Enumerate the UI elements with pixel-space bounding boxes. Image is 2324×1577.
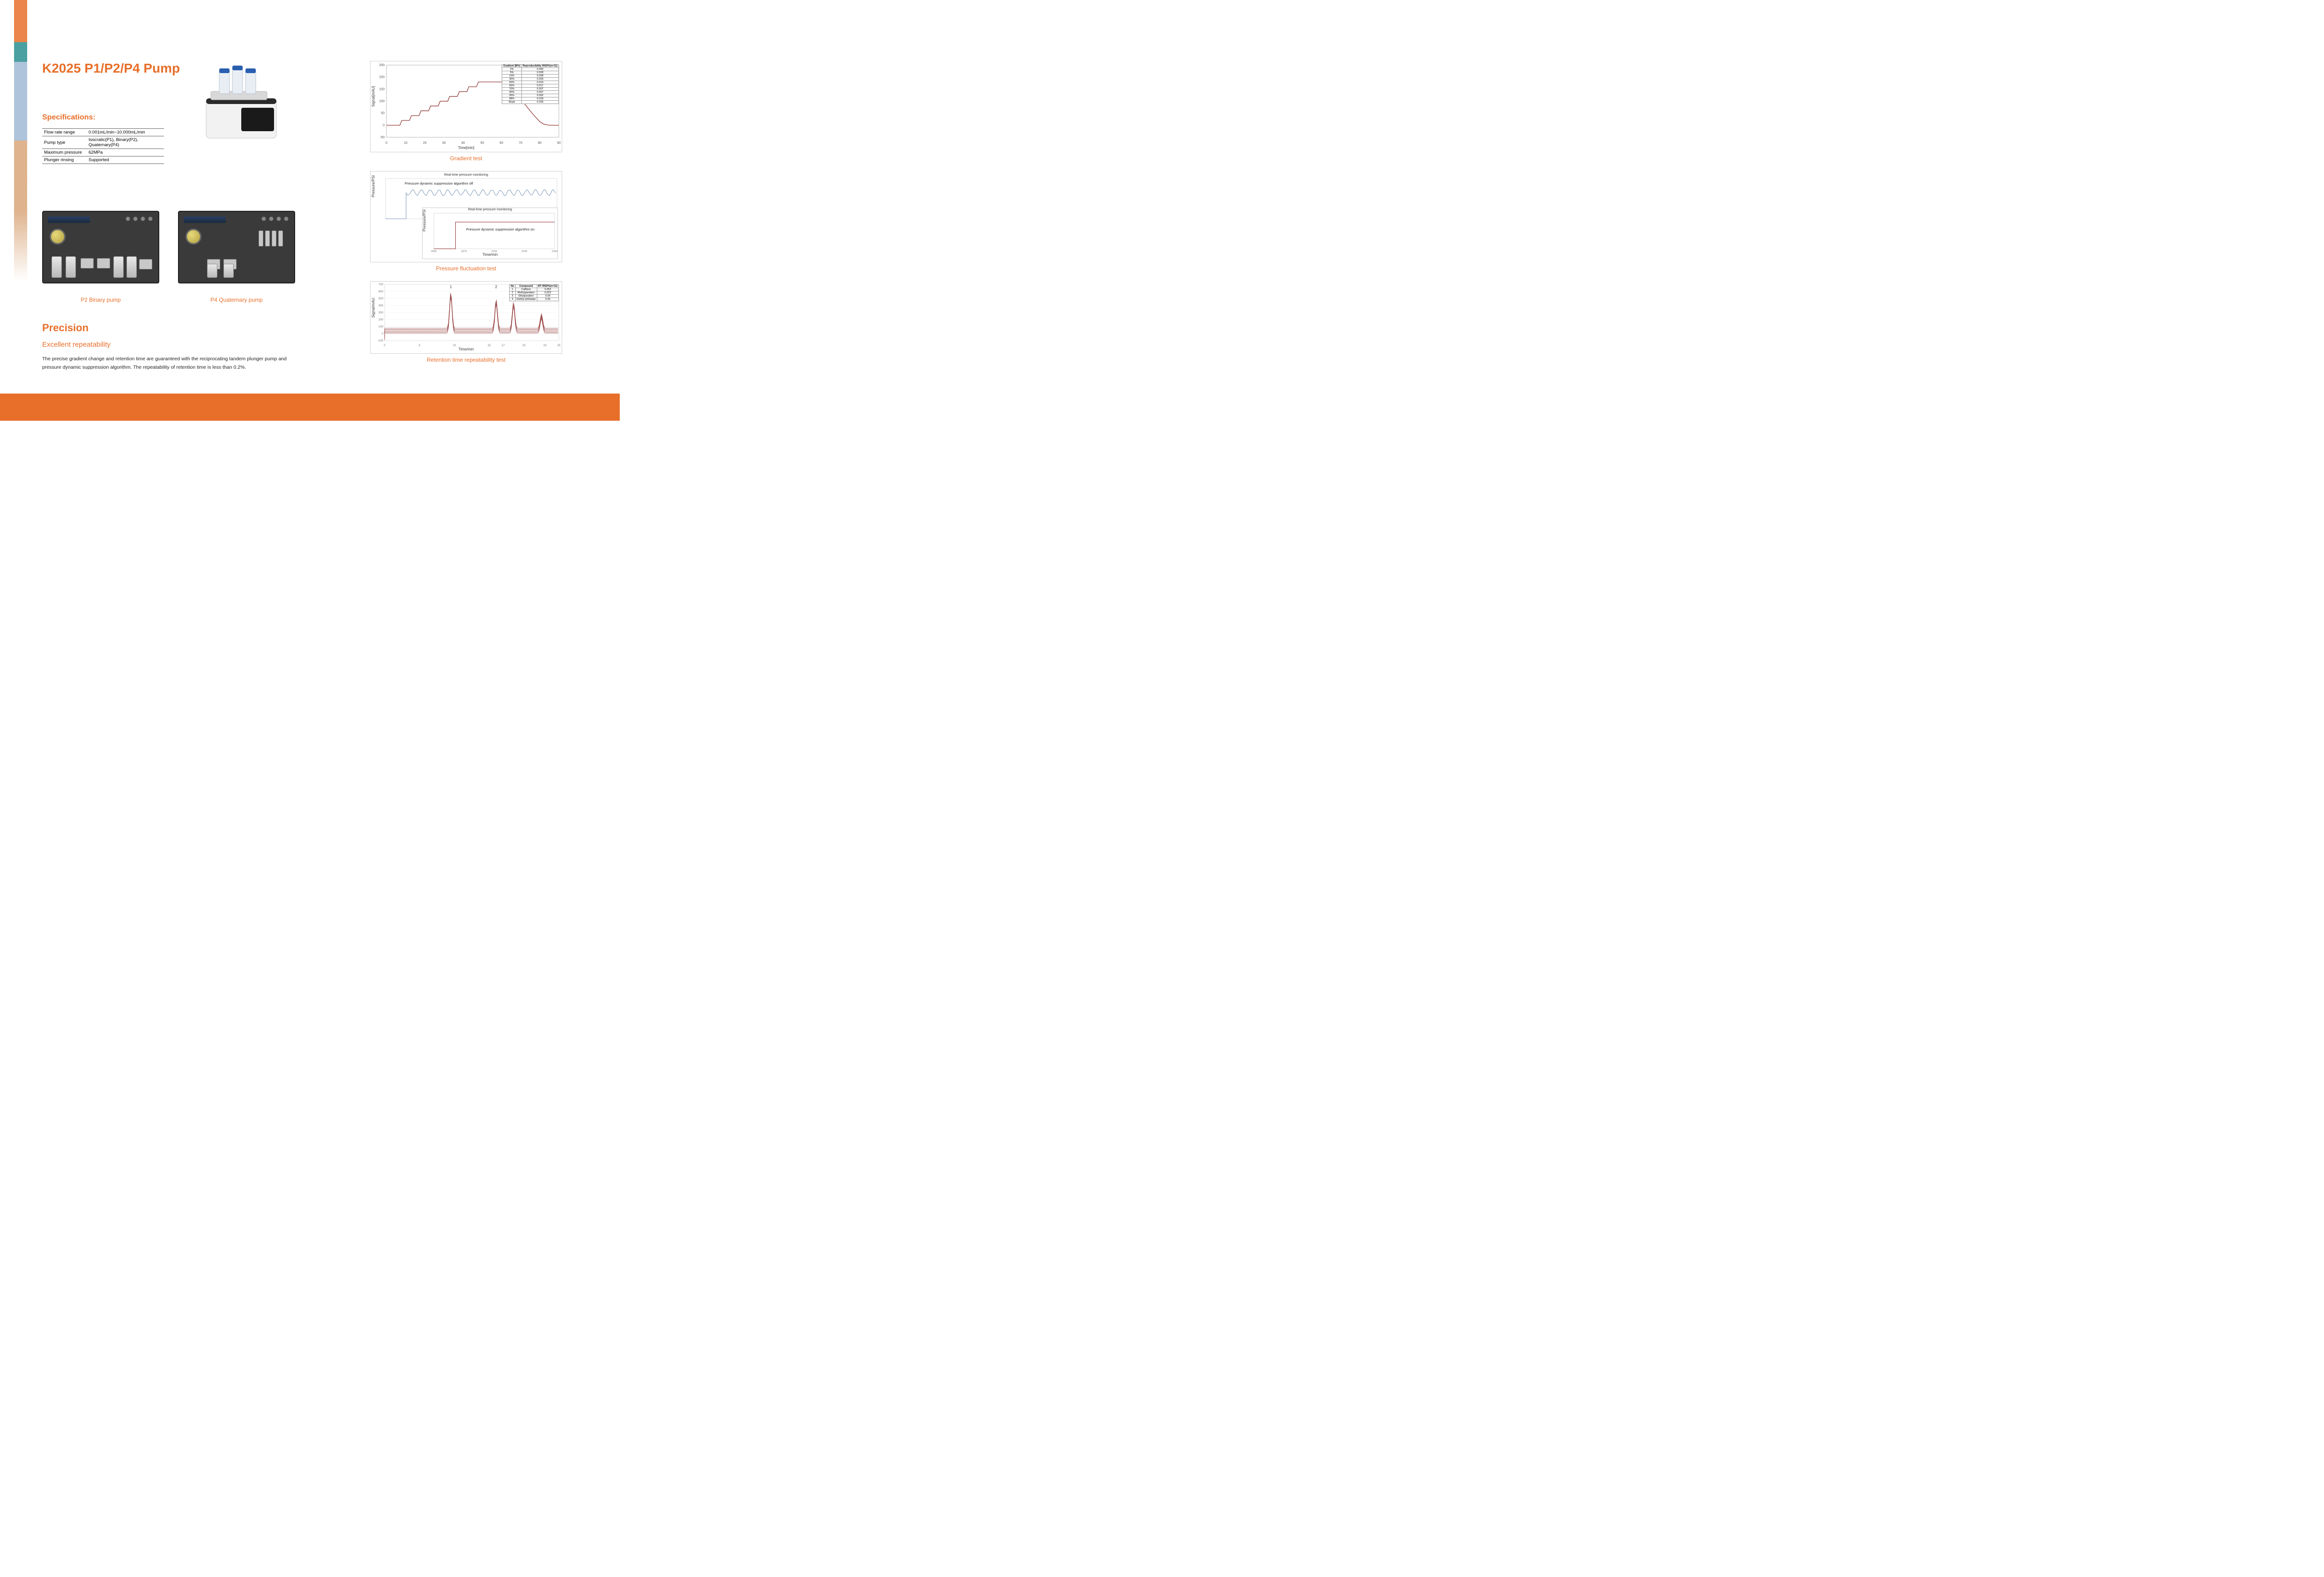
- svg-text:15: 15: [488, 344, 491, 347]
- p2-caption: P2 Binary pump: [42, 297, 159, 303]
- svg-text:25: 25: [557, 344, 561, 347]
- gradient-caption: Gradient test: [370, 155, 562, 162]
- table-row: Flow rate range0.001mL/min~10.000mL/min: [42, 129, 164, 136]
- svg-text:300: 300: [379, 312, 384, 314]
- pressure-off-label: Pressure dynamic suppression algorithm o…: [403, 181, 475, 186]
- page-title: K2025 P1/P2/P4 Pump: [42, 61, 333, 76]
- svg-text:2075: 2075: [461, 250, 467, 253]
- p4-pump-illustration: [178, 211, 295, 283]
- svg-text:30: 30: [442, 141, 446, 145]
- svg-text:2: 2: [495, 285, 497, 289]
- retention-xlabel: Time/min: [371, 347, 562, 353]
- specifications-table: Flow rate range0.001mL/min~10.000mL/minP…: [42, 128, 164, 164]
- svg-text:2000: 2000: [431, 250, 437, 253]
- svg-text:700: 700: [379, 283, 384, 286]
- svg-text:150: 150: [379, 88, 385, 91]
- right-column: -500501001502002500102030405060708090 Ti…: [370, 61, 562, 372]
- p2-pump-card: P2 Binary pump: [42, 211, 159, 303]
- svg-text:80: 80: [538, 141, 542, 145]
- svg-text:0: 0: [383, 124, 385, 127]
- svg-text:70: 70: [519, 141, 522, 145]
- left-column: K2025 P1/P2/P4 Pump Specifications: Flow…: [42, 61, 333, 372]
- svg-text:10: 10: [453, 344, 456, 347]
- svg-text:90: 90: [557, 141, 561, 145]
- pressure-caption: Pressure fluctuation test: [370, 265, 562, 272]
- svg-text:17: 17: [502, 344, 505, 347]
- precision-body-text: The precise gradient change and retentio…: [42, 355, 304, 372]
- table-row: Pump typeIsocratic(P1), Binary(P2), Quat…: [42, 136, 164, 149]
- svg-text:10: 10: [404, 141, 408, 145]
- pressure-inner-title: Real-time pressure monitoring: [423, 208, 557, 211]
- retention-test-chart: -100010020030040050060070005101517202325…: [370, 281, 562, 354]
- svg-text:600: 600: [379, 290, 384, 293]
- svg-text:20: 20: [522, 344, 526, 347]
- specifications-heading: Specifications:: [42, 113, 333, 122]
- svg-text:2225: 2225: [521, 250, 527, 253]
- pressure-inner-xlabel: Time/min: [423, 253, 557, 258]
- pressure-outer-title: Real-time pressure monitoring: [372, 173, 560, 177]
- precision-heading: Precision: [42, 322, 333, 334]
- pump-product-illustration: [192, 56, 286, 150]
- svg-text:250: 250: [379, 64, 385, 67]
- gradient-ylabel: Signal[mAU]: [371, 86, 376, 106]
- table-row: Maximum pressure62MPa: [42, 149, 164, 156]
- svg-text:2300: 2300: [552, 250, 557, 253]
- pump-images-row: P2 Binary pump: [42, 211, 333, 303]
- retention-caption: Retention time repeatability test: [370, 357, 562, 363]
- p4-pump-card: P4 Quaternary pump: [178, 211, 295, 303]
- footer-bar: [0, 394, 620, 421]
- repeatability-subheading: Excellent repeatability: [42, 341, 333, 349]
- svg-text:200: 200: [379, 319, 384, 321]
- svg-text:50: 50: [481, 141, 484, 145]
- svg-text:-50: -50: [380, 136, 385, 139]
- svg-text:1: 1: [450, 285, 452, 289]
- svg-text:200: 200: [379, 76, 385, 79]
- side-color-stripe: [14, 0, 27, 281]
- svg-text:0: 0: [382, 333, 384, 335]
- retention-legend-table: NoCompoundRT RSD%(n=11)1Caffeine0.0532Me…: [509, 284, 559, 301]
- gradient-xlabel: Time[min]: [371, 146, 562, 151]
- retention-ylabel: Signal/mAU: [371, 298, 376, 317]
- table-row: Plunger rinsingSupported: [42, 156, 164, 164]
- svg-text:40: 40: [461, 141, 465, 145]
- svg-text:500: 500: [379, 298, 384, 300]
- svg-text:400: 400: [379, 305, 384, 307]
- svg-text:0: 0: [386, 141, 387, 145]
- svg-text:60: 60: [499, 141, 503, 145]
- svg-text:100: 100: [379, 100, 385, 103]
- svg-text:50: 50: [381, 112, 385, 115]
- svg-text:20: 20: [423, 141, 427, 145]
- pressure-on-label: Pressure dynamic suppression algorithm o…: [465, 227, 536, 232]
- pressure-ylabel: Pressure/PSI: [371, 175, 376, 197]
- pressure-inner-ylabel: Pressure/PSI: [423, 209, 427, 231]
- p4-caption: P4 Quaternary pump: [178, 297, 295, 303]
- svg-text:-100: -100: [378, 340, 384, 342]
- p2-pump-illustration: [42, 211, 159, 283]
- svg-text:100: 100: [379, 326, 384, 328]
- gradient-test-chart: -500501001502002500102030405060708090 Ti…: [370, 61, 562, 152]
- pressure-test-chart: Real-time pressure monitoring Pressure d…: [370, 171, 562, 262]
- svg-text:23: 23: [543, 344, 547, 347]
- gradient-legend-table: Gradient (B%)Reproducibility RSD%(n=11)2…: [502, 64, 559, 104]
